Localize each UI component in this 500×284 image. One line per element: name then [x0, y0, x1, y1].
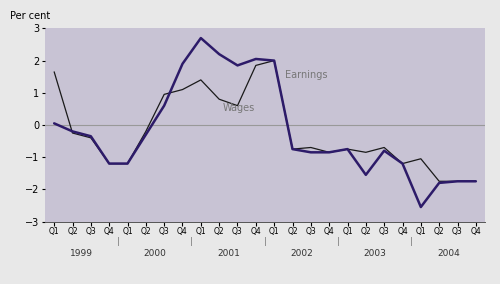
Text: Per cent: Per cent	[10, 11, 50, 21]
Text: 2001: 2001	[217, 249, 240, 258]
Text: |: |	[410, 237, 413, 246]
Text: Wages: Wages	[223, 103, 255, 113]
Text: |: |	[117, 237, 120, 246]
Text: Earnings: Earnings	[285, 70, 328, 80]
Text: 2003: 2003	[364, 249, 386, 258]
Text: 1999: 1999	[70, 249, 93, 258]
Text: |: |	[190, 237, 193, 246]
Text: |: |	[264, 237, 266, 246]
Text: |: |	[337, 237, 340, 246]
Text: 2002: 2002	[290, 249, 313, 258]
Text: 2004: 2004	[437, 249, 460, 258]
Text: 2000: 2000	[144, 249, 167, 258]
